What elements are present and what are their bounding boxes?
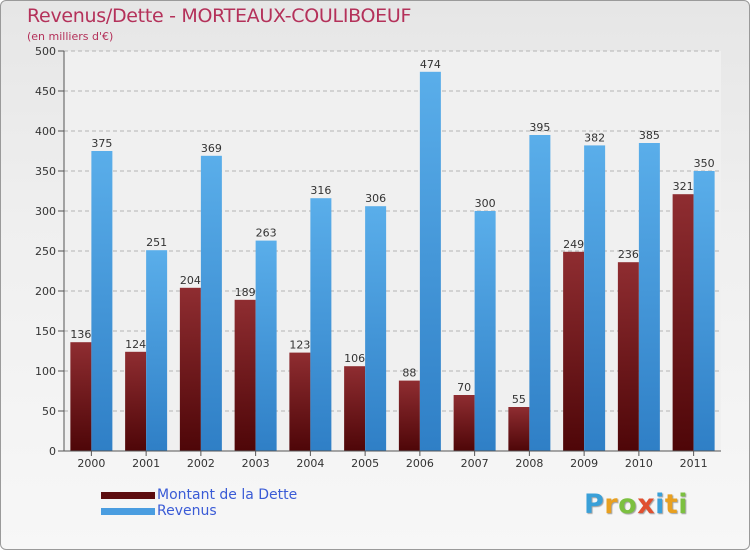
proxiti-logo: Proxiti xyxy=(584,489,688,520)
y-tick-label: 300 xyxy=(35,205,56,218)
y-tick-label: 250 xyxy=(35,245,56,258)
bar-revenus-2009 xyxy=(584,145,606,451)
bar-revenus-2011 xyxy=(693,171,715,451)
bar-dette-2000 xyxy=(70,342,92,451)
data-label-revenus-2008: 395 xyxy=(529,121,550,134)
data-label-revenus-2001: 251 xyxy=(146,236,167,249)
bar-dette-2001 xyxy=(125,351,147,451)
chart-subtitle: (en milliers d'€) xyxy=(27,30,114,43)
bar-dette-2006 xyxy=(398,380,420,451)
bar-revenus-2006 xyxy=(419,71,441,452)
y-tick-label: 350 xyxy=(35,165,56,178)
data-label-dette-2000: 136 xyxy=(70,328,91,341)
x-tick-label: 2001 xyxy=(132,457,160,470)
legend-item-dette: Montant de la Dette xyxy=(101,487,297,503)
bar-dette-2011 xyxy=(672,194,694,451)
logo-letter: o xyxy=(618,489,638,520)
data-label-revenus-2011: 350 xyxy=(694,157,715,170)
x-tick-label: 2009 xyxy=(570,457,598,470)
x-tick-label: 2011 xyxy=(680,457,708,470)
data-label-revenus-2000: 375 xyxy=(91,137,112,150)
bar-dette-2003 xyxy=(234,299,256,451)
logo-letter: x xyxy=(637,489,656,520)
data-label-revenus-2002: 369 xyxy=(201,142,222,155)
bar-revenus-2010 xyxy=(638,143,660,451)
bar-dette-2010 xyxy=(617,262,639,451)
legend-item-revenus: Revenus xyxy=(101,503,297,519)
x-tick-label: 2006 xyxy=(406,457,434,470)
data-label-dette-2009: 249 xyxy=(563,238,584,251)
bar-revenus-2004 xyxy=(310,198,332,451)
logo-letter: i xyxy=(678,489,689,520)
data-label-revenus-2010: 385 xyxy=(639,129,660,142)
bar-dette-2008 xyxy=(508,407,530,451)
y-tick-label: 100 xyxy=(35,365,56,378)
data-label-dette-2007: 70 xyxy=(457,381,471,394)
data-label-dette-2005: 106 xyxy=(344,352,365,365)
bar-revenus-2007 xyxy=(474,211,496,451)
legend: Montant de la Dette Revenus xyxy=(101,487,297,519)
bar-dette-2009 xyxy=(563,251,585,451)
bar-dette-2007 xyxy=(453,395,475,451)
bar-revenus-2003 xyxy=(255,240,277,451)
data-label-revenus-2006: 474 xyxy=(420,58,441,71)
data-label-dette-2002: 204 xyxy=(180,274,201,287)
data-label-dette-2006: 88 xyxy=(402,367,416,380)
logo-letter: r xyxy=(604,489,619,520)
logo-letter: t xyxy=(664,489,679,520)
bar-revenus-2000 xyxy=(91,151,113,451)
y-tick-label: 400 xyxy=(35,125,56,138)
bar-revenus-2008 xyxy=(529,135,551,451)
bar-dette-2005 xyxy=(344,366,366,451)
y-tick-label: 50 xyxy=(42,405,56,418)
bar-revenus-2005 xyxy=(365,206,387,451)
chart-title: Revenus/Dette - MORTEAUX-COULIBOEUF xyxy=(27,5,412,27)
legend-swatch-revenus xyxy=(101,507,155,515)
data-label-revenus-2004: 316 xyxy=(310,184,331,197)
y-tick-label: 200 xyxy=(35,285,56,298)
x-tick-label: 2003 xyxy=(242,457,270,470)
legend-label-dette: Montant de la Dette xyxy=(157,487,298,503)
x-tick-label: 2004 xyxy=(296,457,324,470)
y-tick-label: 500 xyxy=(35,45,56,58)
y-tick-label: 450 xyxy=(35,85,56,98)
bar-dette-2004 xyxy=(289,352,311,451)
data-label-dette-2008: 55 xyxy=(512,393,526,406)
data-label-revenus-2003: 263 xyxy=(256,227,277,240)
x-tick-label: 2008 xyxy=(515,457,543,470)
x-tick-label: 2002 xyxy=(187,457,215,470)
y-tick-label: 0 xyxy=(49,445,56,458)
data-label-revenus-2007: 300 xyxy=(475,197,496,210)
x-tick-label: 2000 xyxy=(77,457,105,470)
y-tick-label: 150 xyxy=(35,325,56,338)
legend-label-revenus: Revenus xyxy=(157,503,217,519)
data-label-revenus-2009: 382 xyxy=(584,131,605,144)
data-label-dette-2011: 321 xyxy=(673,180,694,193)
data-label-dette-2004: 123 xyxy=(289,339,310,352)
bar-revenus-2002 xyxy=(200,155,222,452)
logo-letter: P xyxy=(584,489,605,520)
data-label-dette-2010: 236 xyxy=(618,248,639,261)
bar-dette-2002 xyxy=(179,287,201,451)
x-tick-label: 2010 xyxy=(625,457,653,470)
data-label-dette-2003: 189 xyxy=(235,286,256,299)
x-tick-label: 2007 xyxy=(461,457,489,470)
logo-letter: i xyxy=(655,489,665,520)
bar-revenus-2001 xyxy=(146,250,168,451)
legend-swatch-dette xyxy=(101,491,155,499)
data-label-dette-2001: 124 xyxy=(125,338,146,351)
data-label-revenus-2005: 306 xyxy=(365,192,386,205)
x-tick-label: 2005 xyxy=(351,457,379,470)
